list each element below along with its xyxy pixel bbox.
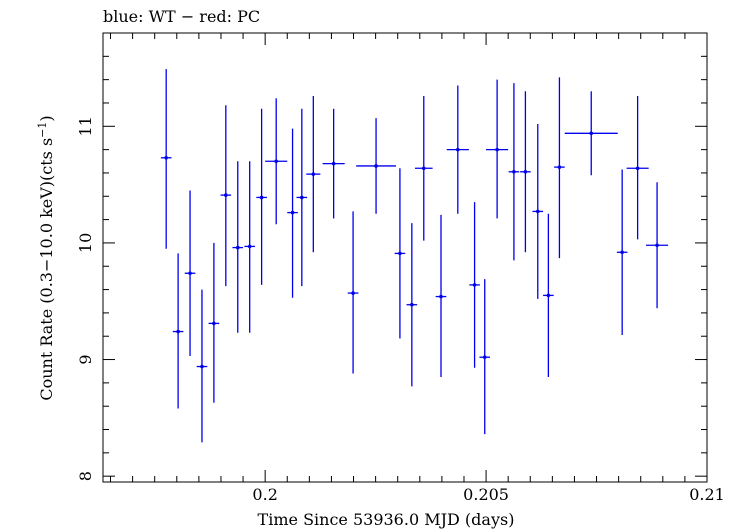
y-tick-label: 10: [76, 233, 95, 253]
data-point: [244, 161, 255, 333]
point-marker: [311, 172, 316, 176]
point-marker: [374, 164, 378, 168]
point-marker: [620, 250, 624, 255]
data-point: [265, 98, 288, 225]
y-axis-label: Count Rate (0.3−10.0 keV)(cts s−1): [36, 115, 56, 400]
point-marker: [176, 329, 180, 334]
point-marker: [421, 166, 426, 171]
point-marker: [472, 283, 477, 287]
data-point: [564, 91, 618, 176]
point-marker: [200, 364, 204, 369]
point-marker: [546, 293, 551, 298]
data-point: [172, 253, 184, 409]
point-marker: [164, 155, 168, 160]
data-point: [196, 289, 208, 443]
x-axis: 0.2 0.205 0.21: [110, 33, 725, 504]
data-point: [435, 214, 447, 378]
chart-title: blue: WT − red: PC: [103, 7, 260, 26]
data-point: [184, 190, 196, 357]
data-point: [208, 242, 220, 403]
point-marker: [259, 195, 264, 200]
point-marker: [351, 291, 355, 295]
point-marker: [224, 193, 228, 197]
point-marker: [523, 169, 528, 174]
point-marker: [512, 169, 516, 174]
point-marker: [274, 159, 279, 164]
data-point: [347, 211, 359, 374]
data-point: [646, 182, 669, 309]
point-marker: [482, 355, 487, 360]
point-marker: [456, 147, 460, 152]
data-point: [520, 91, 531, 253]
y-axis-label-sup: −1: [36, 122, 49, 138]
y-tick-label: 8: [76, 471, 95, 481]
point-marker: [300, 195, 304, 200]
x-tick-label: 0.21: [689, 485, 725, 504]
data-point: [322, 108, 345, 219]
point-marker: [495, 147, 499, 152]
data-point: [296, 108, 308, 287]
point-marker: [331, 161, 336, 166]
data-point: [394, 168, 406, 339]
point-marker: [635, 166, 640, 171]
data-series: [160, 69, 669, 443]
point-marker: [589, 131, 594, 136]
data-point: [508, 83, 520, 261]
point-marker: [212, 321, 216, 326]
point-marker: [235, 245, 240, 250]
data-point: [543, 213, 554, 378]
data-point: [414, 95, 433, 241]
data-point: [554, 77, 565, 259]
plot-frame: [102, 32, 708, 483]
data-point: [406, 223, 418, 387]
y-axis-label-close: ): [37, 115, 56, 121]
y-tick-label: 11: [76, 116, 95, 136]
point-marker: [439, 294, 443, 299]
data-point: [356, 118, 396, 214]
point-marker: [535, 209, 540, 214]
data-point: [256, 108, 267, 285]
point-marker: [290, 210, 295, 215]
data-point: [232, 161, 244, 333]
data-point: [160, 69, 172, 249]
y-tick-label: 9: [76, 354, 95, 364]
data-point: [220, 105, 232, 287]
data-point: [616, 169, 628, 336]
point-marker: [655, 243, 659, 248]
x-tick-label: 0.205: [463, 485, 509, 504]
data-point: [626, 95, 649, 240]
data-point: [532, 123, 544, 299]
y-axis-label-main: Count Rate (0.3−10.0 keV)(cts s: [37, 138, 56, 401]
point-marker: [188, 271, 192, 276]
data-point: [446, 85, 469, 214]
point-marker: [247, 244, 252, 249]
data-point: [486, 79, 509, 219]
x-tick-label: 0.2: [252, 485, 277, 504]
point-marker: [557, 165, 562, 169]
data-point: [306, 95, 321, 253]
data-point: [479, 279, 491, 435]
point-marker: [398, 251, 402, 256]
x-axis-label: Time Since 53936.0 MJD (days): [258, 510, 515, 529]
data-point: [469, 202, 480, 368]
y-axis: 8 9 10 11: [76, 32, 707, 481]
point-marker: [410, 302, 414, 307]
data-point: [287, 128, 298, 298]
